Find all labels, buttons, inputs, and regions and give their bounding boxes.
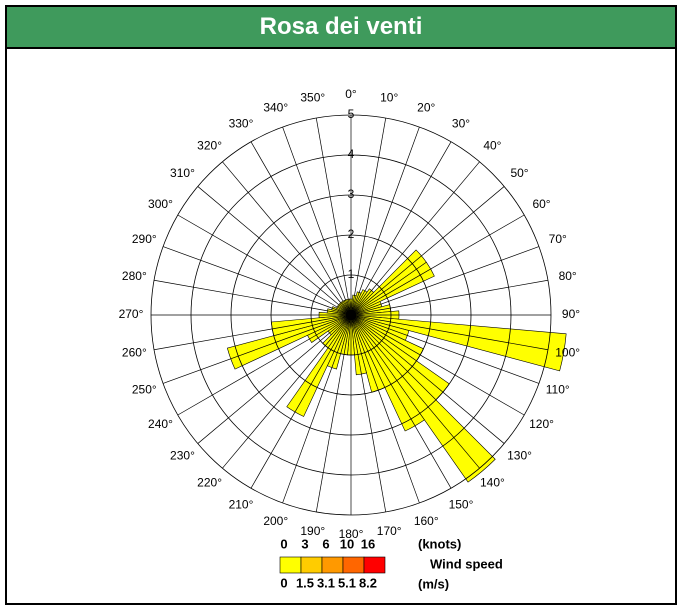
ring-label: 4 [348, 147, 355, 161]
ms-label: 1.5 [296, 575, 314, 590]
ms-label: 5.1 [338, 575, 356, 590]
direction-label: 300° [148, 197, 173, 211]
spoke [350, 314, 452, 489]
direction-label: 350° [300, 91, 325, 105]
direction-label: 340° [263, 100, 288, 114]
direction-label: 140° [480, 476, 505, 490]
direction-label: 60° [532, 197, 550, 211]
direction-label: 290° [132, 232, 157, 246]
header-title: Rosa dei venti [7, 7, 675, 49]
direction-label: 150° [449, 498, 474, 512]
direction-label: 80° [559, 269, 577, 283]
knots-label: 3 [301, 536, 308, 551]
direction-label: 120° [529, 417, 554, 431]
direction-label: 200° [263, 514, 288, 528]
wind-sector [350, 314, 496, 483]
wind-sector [350, 261, 435, 316]
direction-label: 90° [562, 307, 580, 321]
center-dot [346, 310, 356, 320]
direction-label: 50° [510, 166, 528, 180]
spoke [350, 314, 480, 469]
spoke [350, 279, 549, 316]
spoke [162, 314, 352, 384]
legend-swatch [300, 556, 323, 574]
spoke [315, 117, 352, 316]
knots-label: 0 [280, 536, 287, 551]
knots-label: 16 [361, 536, 375, 551]
spoke [282, 126, 352, 316]
legend-swatch [321, 556, 344, 574]
direction-label: 230° [170, 449, 195, 463]
direction-label: 20° [417, 100, 435, 114]
wind-sector [350, 314, 567, 372]
direction-label: 310° [170, 166, 195, 180]
spoke [315, 314, 352, 513]
spoke [222, 314, 352, 469]
direction-label: 110° [546, 382, 570, 396]
spoke [153, 314, 352, 351]
direction-label: 240° [148, 417, 173, 431]
spoke [350, 314, 387, 513]
spoke [350, 314, 505, 444]
direction-label: 130° [507, 449, 532, 463]
ring-label: 2 [348, 227, 355, 241]
spoke [222, 161, 352, 316]
direction-label: 220° [197, 476, 222, 490]
direction-label: 0° [345, 87, 357, 101]
ms-label: 3.1 [317, 575, 335, 590]
spoke [162, 246, 352, 316]
spoke [197, 186, 352, 316]
spoke [350, 314, 420, 504]
direction-label: 10° [380, 91, 398, 105]
direction-label: 170° [377, 524, 402, 538]
direction-label: 70° [549, 232, 567, 246]
ms-label: 0 [280, 575, 287, 590]
legend-title: Wind speed [430, 556, 503, 571]
direction-label: 30° [452, 117, 470, 131]
ms-label: 8.2 [359, 575, 377, 590]
ring-label: 5 [348, 107, 355, 121]
spoke [177, 214, 352, 316]
spoke [350, 314, 549, 351]
direction-label: 320° [197, 139, 222, 153]
panel: Rosa dei venti [5, 5, 677, 605]
spoke [350, 214, 525, 316]
spoke [350, 117, 387, 316]
ring-label: 3 [348, 187, 355, 201]
direction-label: 330° [229, 117, 254, 131]
spoke [350, 161, 480, 316]
spoke [350, 314, 540, 384]
direction-label: 180° [339, 527, 364, 541]
spoke [350, 314, 525, 416]
spoke [350, 186, 505, 316]
direction-label: 210° [229, 498, 254, 512]
spoke [177, 314, 352, 416]
spoke [350, 126, 420, 316]
spoke [250, 314, 352, 489]
legend-swatch [342, 556, 365, 574]
direction-label: 190° [300, 524, 325, 538]
spoke [250, 141, 352, 316]
spoke [197, 314, 352, 444]
legend-swatch [363, 556, 386, 574]
knots-unit: (knots) [418, 536, 461, 551]
legend-swatch [279, 556, 302, 574]
direction-label: 280° [122, 269, 147, 283]
spoke [282, 314, 352, 504]
direction-label: 40° [483, 139, 501, 153]
spoke [350, 141, 452, 316]
ms-unit: (m/s) [418, 576, 449, 591]
spoke [350, 246, 540, 316]
direction-label: 100° [555, 345, 580, 359]
direction-label: 260° [122, 345, 147, 359]
ring-label: 1 [348, 267, 355, 281]
direction-label: 270° [119, 307, 144, 321]
knots-label: 6 [322, 536, 329, 551]
knots-label: 10 [340, 536, 354, 551]
direction-label: 160° [414, 514, 439, 528]
direction-label: 250° [132, 382, 157, 396]
spoke [153, 279, 352, 316]
